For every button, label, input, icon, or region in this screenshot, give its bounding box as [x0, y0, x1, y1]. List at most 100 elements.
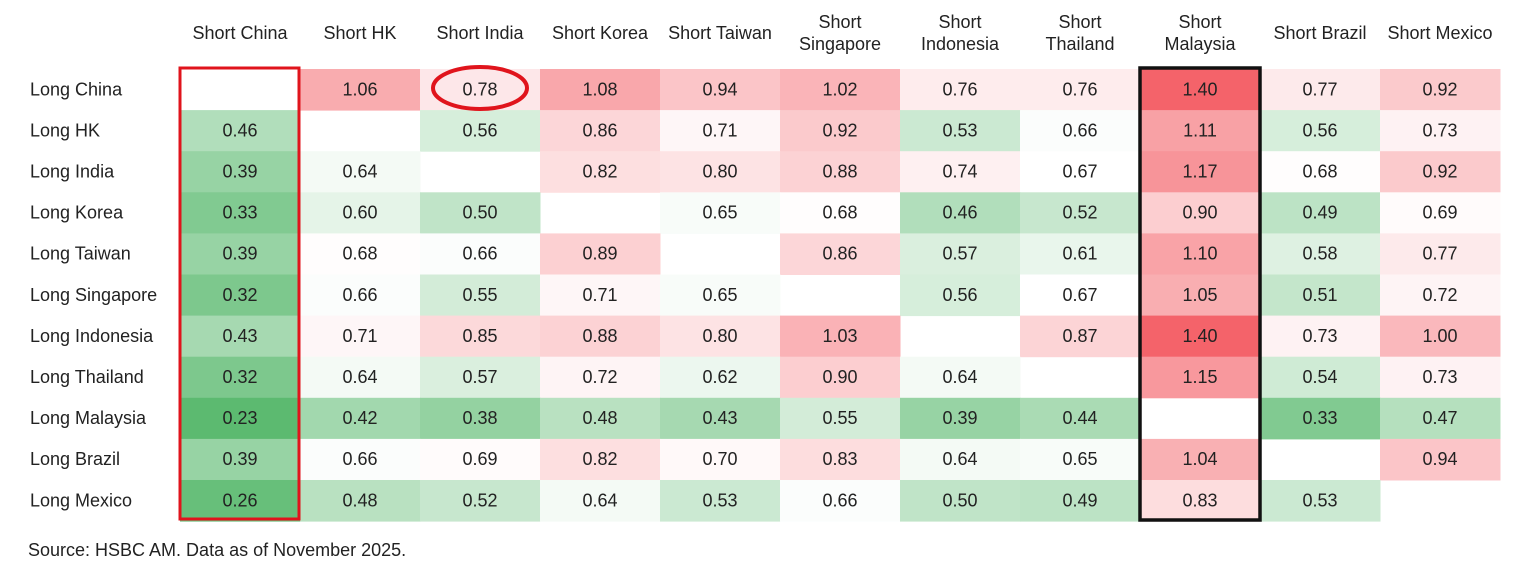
cell — [300, 151, 421, 193]
cell-label: 0.43 — [222, 326, 257, 346]
column-header: Short HK — [300, 0, 420, 66]
cell — [540, 151, 661, 193]
cell-label: 0.55 — [822, 408, 857, 428]
cell-label: 0.71 — [702, 120, 737, 140]
cell-label: 0.46 — [222, 120, 257, 140]
cell — [660, 438, 781, 481]
column-header-label: Short Mexico — [1387, 23, 1493, 43]
cell — [900, 480, 1021, 522]
cell — [1020, 274, 1141, 317]
cell — [660, 356, 781, 399]
cell-label: 0.46 — [942, 203, 977, 223]
source-note: Source: HSBC AM. Data as of November 202… — [28, 540, 406, 560]
cell-label: 0.66 — [462, 244, 497, 264]
cell — [660, 480, 781, 522]
cell-label: 0.76 — [942, 79, 977, 99]
cell-label: 0.83 — [822, 449, 857, 469]
cell-label: 0.53 — [942, 120, 977, 140]
cell — [660, 315, 781, 358]
cell-label: 1.05 — [1182, 285, 1217, 305]
cell — [1020, 438, 1141, 481]
cell-label: 0.68 — [1302, 162, 1337, 182]
cell — [1380, 356, 1501, 399]
cell — [1140, 233, 1261, 275]
column-header: Short China — [180, 0, 300, 66]
column-header-label: Short India — [436, 23, 524, 43]
cell-label: 0.94 — [702, 79, 737, 99]
cell-label: 0.49 — [1302, 203, 1337, 223]
cell — [660, 192, 781, 234]
row-label: Long Korea — [30, 203, 124, 223]
cell — [420, 480, 541, 522]
cell — [540, 69, 661, 111]
cell-label: 0.53 — [702, 490, 737, 510]
cell — [1260, 480, 1381, 522]
cell — [1020, 69, 1141, 111]
column-header-label: Short Malaysia — [1164, 12, 1236, 54]
cell — [1140, 192, 1261, 234]
cell-label: 0.60 — [342, 203, 377, 223]
cell-label: 0.71 — [342, 326, 377, 346]
cell — [1140, 151, 1261, 193]
cell — [1140, 274, 1261, 317]
cell — [420, 274, 541, 317]
cell-label: 0.56 — [462, 120, 497, 140]
cell-label: 0.72 — [582, 367, 617, 387]
cell-label: 0.53 — [1302, 490, 1337, 510]
cell — [540, 438, 661, 481]
cell-label: 0.92 — [1422, 79, 1457, 99]
cell — [300, 233, 421, 275]
cell — [1260, 397, 1381, 440]
cell-label: 0.67 — [1062, 162, 1097, 182]
cell-label: 0.69 — [462, 449, 497, 469]
cell-label: 0.23 — [222, 408, 257, 428]
cell-label: 0.64 — [942, 449, 977, 469]
cell-label: 1.08 — [582, 79, 617, 99]
cell — [1140, 315, 1261, 358]
column-header-label: Short Singapore — [798, 12, 882, 54]
cell — [780, 233, 901, 275]
cell — [420, 397, 541, 440]
cell — [420, 315, 541, 358]
cell-label: 0.39 — [222, 162, 257, 182]
column-header: Short Brazil — [1260, 0, 1380, 66]
cell — [900, 356, 1021, 399]
cell-label: 0.72 — [1422, 285, 1457, 305]
cell — [660, 69, 781, 111]
cell-label: 0.44 — [1062, 408, 1097, 428]
cell — [1020, 233, 1141, 275]
cell — [780, 315, 901, 358]
cell — [1260, 110, 1381, 152]
cell-label: 0.32 — [222, 285, 257, 305]
cell-label: 0.86 — [822, 244, 857, 264]
cell — [540, 233, 661, 275]
cell — [660, 397, 781, 440]
cell — [1020, 110, 1141, 152]
cell-label: 0.73 — [1302, 326, 1337, 346]
cell-label: 0.57 — [942, 244, 977, 264]
cell-label: 1.00 — [1422, 326, 1457, 346]
cell — [180, 397, 301, 440]
cell-label: 0.94 — [1422, 449, 1457, 469]
cell — [300, 356, 421, 399]
cell — [1020, 151, 1141, 193]
column-header-label: Short Thailand — [1045, 12, 1115, 54]
cell — [660, 110, 781, 152]
cell-label: 0.38 — [462, 408, 497, 428]
cell-label: 0.49 — [1062, 490, 1097, 510]
cell — [1260, 69, 1381, 111]
cell — [1380, 192, 1501, 234]
cell — [900, 151, 1021, 193]
cell-label: 1.40 — [1182, 326, 1217, 346]
cell-label: 0.39 — [942, 408, 977, 428]
cell — [1380, 397, 1501, 440]
cell-label: 0.39 — [222, 449, 257, 469]
cell — [300, 480, 421, 522]
row-label: Long Singapore — [30, 285, 157, 305]
cell-label: 0.50 — [942, 490, 977, 510]
cell-label: 0.64 — [582, 490, 617, 510]
cell — [660, 151, 781, 193]
cell — [780, 110, 901, 152]
